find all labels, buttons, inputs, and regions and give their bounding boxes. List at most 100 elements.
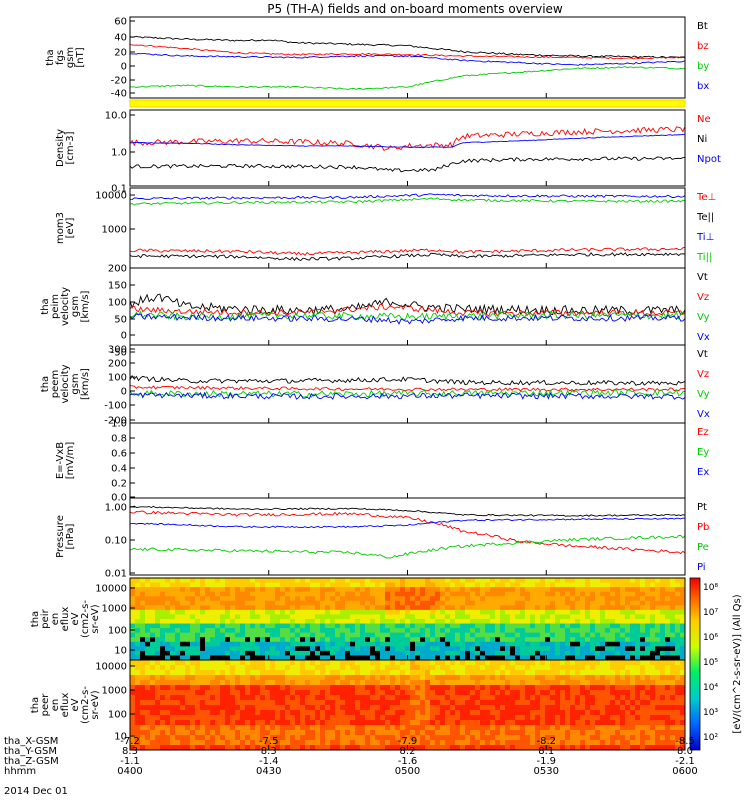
spectrogram-cell xyxy=(440,705,446,711)
spectrogram-ionspec xyxy=(130,578,686,661)
spectrogram-cell xyxy=(465,641,471,647)
spectrogram-cell xyxy=(510,646,516,652)
spectrogram-cell xyxy=(175,660,181,666)
spectrogram-cell xyxy=(275,730,281,736)
spectrogram-cell xyxy=(350,587,356,593)
spectrogram-cell xyxy=(430,660,436,666)
spectrogram-cell xyxy=(240,609,246,615)
spectrogram-cell xyxy=(145,600,151,606)
spectrogram-cell xyxy=(670,660,676,666)
spectrogram-cell xyxy=(150,641,156,647)
legend-by: by xyxy=(697,61,709,72)
spectrogram-cell xyxy=(285,628,291,634)
spectrogram-cell xyxy=(590,670,596,676)
spectrogram-cell xyxy=(195,730,201,736)
spectrogram-cell xyxy=(610,680,616,686)
spectrogram-cell xyxy=(295,735,301,741)
spectrogram-cell xyxy=(300,695,306,701)
spectrogram-cell xyxy=(370,735,376,741)
spectrogram-cell xyxy=(130,675,136,681)
spectrogram-cell xyxy=(245,637,251,643)
spectrogram-cell xyxy=(615,720,621,726)
spectrogram-cell xyxy=(635,715,641,721)
spectrogram-cell xyxy=(340,646,346,652)
spectrogram-cell xyxy=(330,628,336,634)
spectrogram-cell xyxy=(350,660,356,666)
spectrogram-cell xyxy=(220,710,226,716)
spectrogram-cell xyxy=(170,623,176,629)
spectrogram-cell xyxy=(370,715,376,721)
spectrogram-cell xyxy=(390,623,396,629)
spectrogram-cell xyxy=(495,632,501,638)
spectrogram-cell xyxy=(310,609,316,615)
spectrogram-cell xyxy=(510,670,516,676)
spectrogram-cell xyxy=(500,655,506,661)
spectrogram-cell xyxy=(360,665,366,671)
spectrogram-cell xyxy=(505,720,511,726)
spectrogram-cell xyxy=(165,730,171,736)
spectrogram-cell xyxy=(615,578,621,583)
spectrogram-cell xyxy=(665,660,671,666)
spectrogram-cell xyxy=(680,650,686,656)
spectrogram-cell xyxy=(640,745,646,751)
spectrogram-cell xyxy=(465,628,471,634)
spectrogram-cell xyxy=(320,655,326,661)
spectrogram-cell xyxy=(400,614,406,620)
spectrogram-cell xyxy=(185,619,191,624)
spectrogram-cell xyxy=(365,605,371,611)
spectrogram-cell xyxy=(590,715,596,721)
spectrogram-cell xyxy=(415,725,421,731)
spectrogram-cell xyxy=(400,600,406,606)
spectrogram-cell xyxy=(470,675,476,681)
spectrogram-cell xyxy=(580,715,586,721)
spectrogram-cell xyxy=(135,641,141,647)
spectrogram-cell xyxy=(670,646,676,652)
spectrogram-cell xyxy=(285,680,291,686)
spectrogram-cell xyxy=(415,740,421,746)
spectrogram-cell xyxy=(325,710,331,716)
y-tick-label: 100 xyxy=(108,626,127,637)
spectrogram-cell xyxy=(465,609,471,615)
spectrogram-cell xyxy=(165,623,171,629)
spectrogram-cell xyxy=(520,705,526,711)
spectrogram-cell xyxy=(370,609,376,615)
spectrogram-cell xyxy=(160,690,166,696)
spectrogram-cell xyxy=(545,670,551,676)
spectrogram-cell xyxy=(215,670,221,676)
spectrogram-cell xyxy=(480,637,486,643)
spectrogram-cell xyxy=(390,690,396,696)
spectrogram-cell xyxy=(630,670,636,676)
spectrogram-cell xyxy=(385,655,391,661)
spectrogram-cell xyxy=(195,650,201,656)
spectrogram-cell xyxy=(650,628,656,634)
spectrogram-cell xyxy=(205,619,211,624)
spectrogram-cell xyxy=(525,690,531,696)
spectrogram-cell xyxy=(395,605,401,611)
spectrogram-cell xyxy=(290,745,296,751)
spectrogram-cell xyxy=(240,637,246,643)
spectrogram-cell xyxy=(425,582,431,588)
spectrogram-cell xyxy=(575,641,581,647)
spectrogram-cell xyxy=(355,700,361,706)
spectrogram-cell xyxy=(165,587,171,593)
spectrogram-cell xyxy=(390,675,396,681)
spectrogram-cell xyxy=(580,685,586,691)
spectrogram-cell xyxy=(230,596,236,602)
spectrogram-cell xyxy=(165,650,171,656)
spectrogram-cell xyxy=(645,695,651,701)
spectrogram-cell xyxy=(265,690,271,696)
spectrogram-cell xyxy=(575,637,581,643)
spectrogram-cell xyxy=(325,725,331,731)
spectrogram-cell xyxy=(330,637,336,643)
spectrogram-cell xyxy=(540,730,546,736)
spectrogram-cell xyxy=(425,710,431,716)
spectrogram-cell xyxy=(455,605,461,611)
spectrogram-cell xyxy=(450,660,456,666)
spectrogram-cell xyxy=(405,685,411,691)
spectrogram-cell xyxy=(315,705,321,711)
spectrogram-cell xyxy=(320,715,326,721)
spectrogram-cell xyxy=(605,745,611,751)
spectrogram-cell xyxy=(600,740,606,746)
spectrogram-cell xyxy=(535,596,541,602)
spectrogram-cell xyxy=(505,605,511,611)
